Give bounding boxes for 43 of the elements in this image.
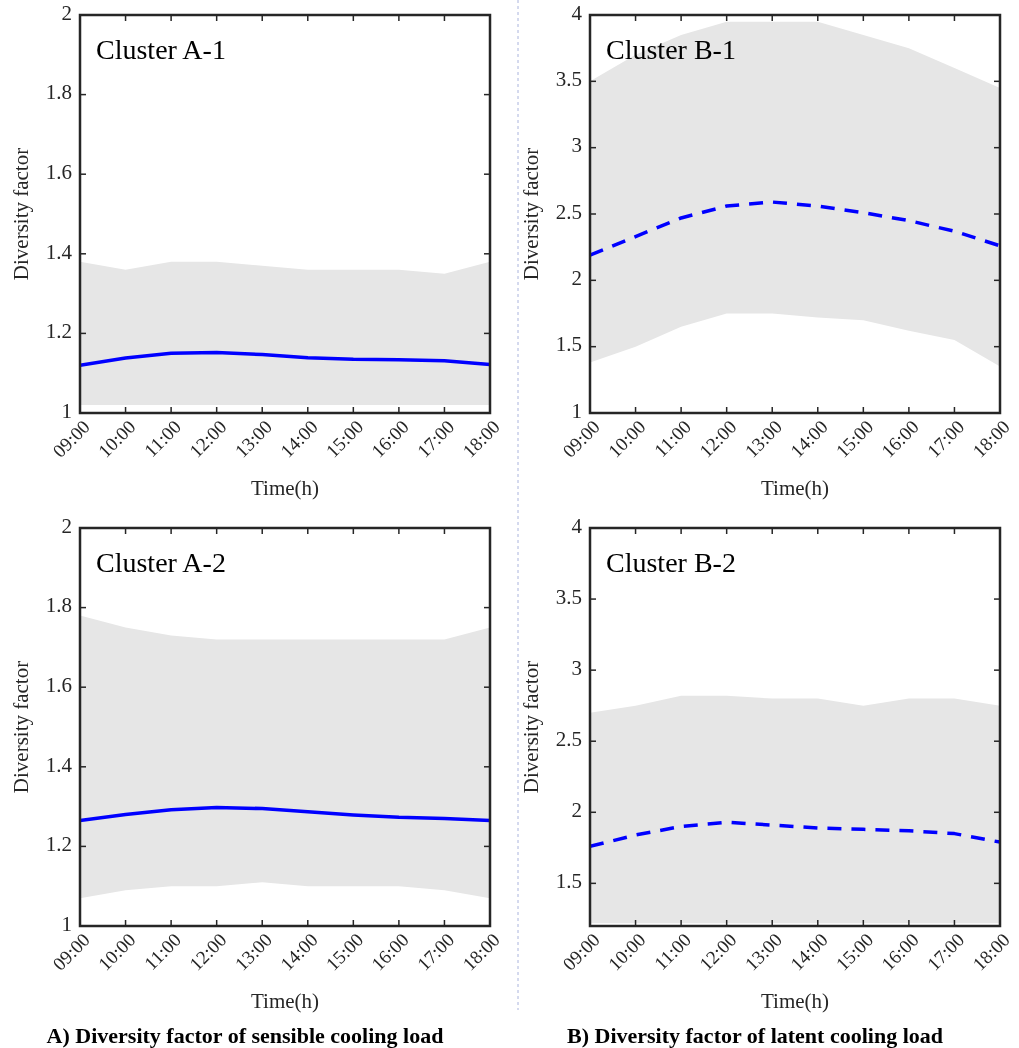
y-tick-label: 3 [571,133,582,158]
text: Cluster B-1 [606,34,736,65]
y-axis-title: Diversity factor [9,660,33,794]
y-tick-label: 4 [571,513,583,538]
y-tick-label: 2 [571,798,582,823]
x-axis-title: Time(h) [250,989,320,1013]
y-axis-title: Diversity factor [519,660,543,794]
y-tick-label: 1.8 [45,593,72,618]
y-tick-label: 1 [571,398,582,423]
x-axis-title: Time(h) [250,476,320,500]
x-axis-title: Time(h) [760,989,830,1013]
y-tick-label: 1.4 [45,752,73,777]
line-series [590,200,1000,257]
y-tick-label: 1.5 [555,869,582,894]
y-tick-label: 1 [61,911,72,936]
text: Cluster B-2 [606,547,736,578]
y-tick-label: 1.4 [45,239,73,264]
text: A) Diversity factor of sensible cooling load [46,1023,444,1048]
y-tick-label: 4 [571,0,583,25]
y-tick-label: 1 [61,398,72,423]
line-series [80,350,490,367]
y-tick-label: 3.5 [555,67,582,92]
y-axis-title: Diversity factor [9,147,33,281]
line-series [80,805,490,823]
y-tick-label: 3.5 [555,584,582,609]
y-tick-label: 3 [571,655,582,680]
text: Cluster A-1 [96,34,226,65]
line-series [590,820,1000,849]
y-axis-title: Diversity factor [519,147,543,281]
x-axis-title: Time(h) [760,476,830,500]
y-tick-label: 1.2 [45,319,72,344]
y-tick-label: 1.5 [555,332,582,357]
y-tick-label: 1.6 [45,673,72,698]
y-tick-label: 2 [571,266,582,291]
text: B) Diversity factor of latent cooling load [567,1023,943,1048]
y-tick-label: 1.6 [45,160,72,185]
y-tick-label: 2 [61,0,72,25]
y-tick-label: 2.5 [555,727,582,752]
y-tick-label: 2.5 [555,199,582,224]
y-tick-label: 1.2 [45,832,72,857]
text: Cluster A-2 [96,547,226,578]
y-tick-label: 1.8 [45,80,72,105]
y-tick-label: 2 [61,513,72,538]
